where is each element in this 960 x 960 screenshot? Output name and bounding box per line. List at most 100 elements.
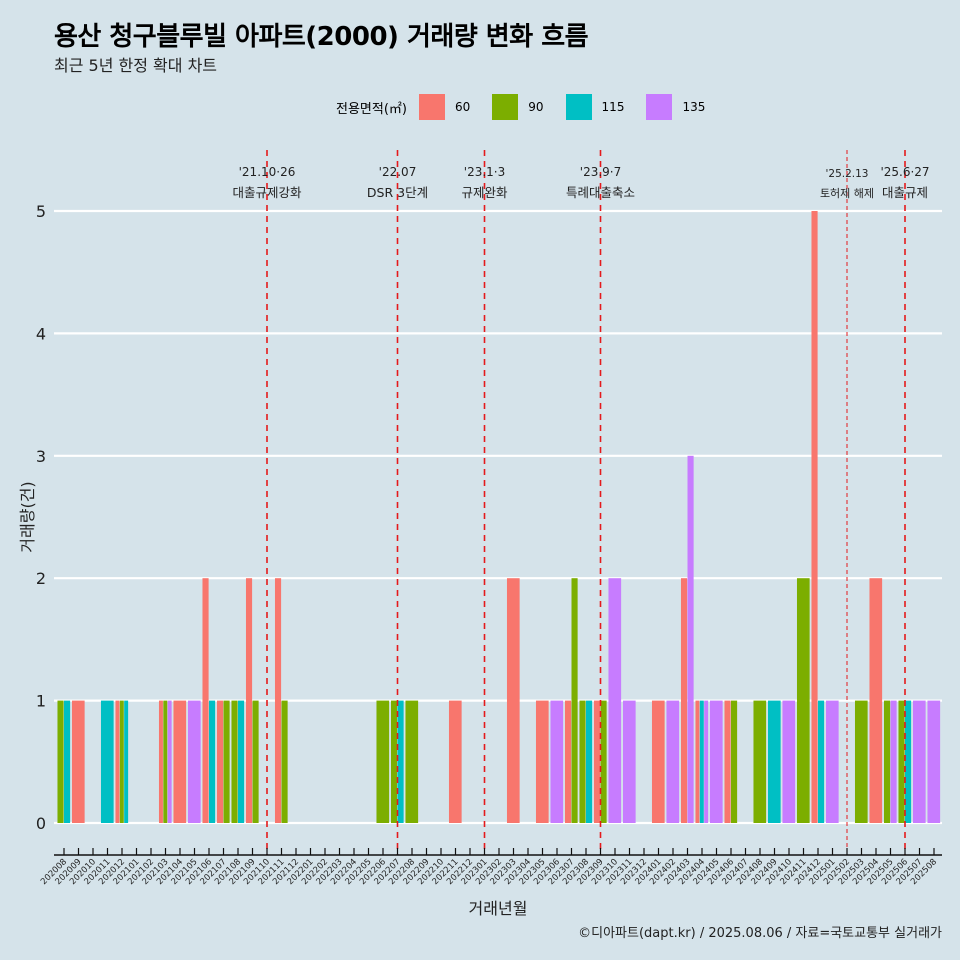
bar-202207-90 [390, 700, 398, 823]
bar-202401-60 [651, 700, 665, 823]
event-label: 대출규제 [882, 185, 928, 200]
legend: 전용면적(㎡) 60 90 115 135 [336, 92, 727, 122]
bar-202310-135 [608, 578, 622, 823]
bar-202412-60 [811, 211, 818, 823]
bar-202106-60 [202, 578, 209, 823]
y-tick-label: 0 [36, 814, 46, 833]
bar-202111-90 [281, 700, 288, 823]
bar-202008-90 [57, 700, 64, 823]
bar-202308-115 [586, 700, 593, 823]
bar-202307-60 [564, 700, 572, 823]
bar-202104-60 [173, 700, 187, 823]
bar-202108-90 [231, 700, 238, 823]
legend-key-90 [492, 94, 519, 120]
bar-202208-90 [405, 700, 419, 823]
event-date: '21.10·26 [239, 165, 296, 179]
legend-key-60 [418, 94, 445, 120]
legend-label-90: 90 [528, 100, 544, 114]
event-label: 특례대출축소 [566, 185, 635, 200]
bar-202009-60 [71, 700, 85, 823]
bar-202411-90 [796, 578, 810, 823]
bar-202408-90 [753, 700, 767, 823]
bars [57, 211, 941, 823]
y-axis: 0 1 2 3 4 5 [36, 202, 46, 833]
bar-202305-60 [535, 700, 549, 823]
bar-202406-60 [724, 700, 731, 823]
bar-202111-60 [274, 578, 282, 823]
bar-202508-135 [927, 700, 941, 823]
bar-202410-135 [782, 700, 796, 823]
chart-title: 용산 청구블루빌 아파트(2000) 거래량 변화 흐름 [54, 22, 589, 52]
event-label: DSR 3단계 [367, 185, 428, 200]
bar-202012-115 [124, 700, 129, 823]
legend-label-115: 115 [601, 100, 625, 114]
event-label: 규제완화 [461, 185, 508, 200]
event-date: '25.2.13 [826, 168, 869, 180]
bar-202403-60 [680, 578, 688, 823]
source-caption: ©디아파트(dapt.kr) / 2025.08.06 / 자료=국토교통부 실… [578, 926, 942, 941]
bar-202011-115 [100, 700, 114, 823]
bar-202404-135 [704, 700, 709, 823]
bar-202008-115 [64, 700, 71, 823]
chart-subtitle: 최근 5년 한정 확대 차트 [54, 56, 218, 75]
bar-202504-60 [869, 578, 883, 823]
bar-202404-115 [699, 700, 704, 823]
legend-key-135 [646, 94, 673, 120]
bar-202507-135 [912, 700, 926, 823]
x-axis: 2020082020092020102020112020122021012021… [39, 848, 942, 887]
y-tick-label: 4 [36, 324, 46, 343]
y-tick-label: 5 [36, 202, 46, 221]
bar-202307-90 [571, 578, 578, 823]
y-tick-label: 1 [36, 692, 46, 711]
bar-202505-90 [883, 700, 891, 823]
bar-202308-90 [579, 700, 586, 823]
event-date: '23.1·3 [464, 165, 505, 179]
bar-202012-60 [115, 700, 120, 823]
event-label: 토허제 해제 [820, 186, 874, 200]
bar-202107-90 [223, 700, 230, 823]
bar-202106-115 [209, 700, 216, 823]
bar-202206-90 [376, 700, 390, 823]
bar-202506-115 [905, 700, 912, 823]
bar-202103-60 [158, 700, 163, 823]
bar-202404-60 [695, 700, 700, 823]
event-label: 대출규제강화 [232, 185, 302, 200]
bar-202103-90 [163, 700, 168, 823]
x-axis-title: 거래년월 [469, 899, 528, 918]
bar-202107-60 [216, 700, 224, 823]
bar-202503-90 [854, 700, 868, 823]
event-date: '22.07 [379, 165, 417, 179]
bar-202311-135 [622, 700, 636, 823]
bar-202406-90 [731, 700, 738, 823]
bar-202108-115 [238, 700, 245, 823]
y-axis-title: 거래량(건) [18, 481, 37, 552]
bar-202402-135 [666, 700, 680, 823]
bar-202403-135 [687, 455, 694, 823]
bar-202309-60 [593, 700, 601, 823]
legend-label-60: 60 [454, 100, 471, 114]
event-date: '25.6·27 [880, 165, 929, 179]
bar-202405-135 [709, 700, 723, 823]
bar-202105-135 [187, 700, 201, 823]
bar-202506-90 [898, 700, 905, 823]
bar-202012-90 [119, 700, 124, 823]
bar-202412-115 [818, 700, 825, 823]
bar-202501-135 [825, 700, 839, 823]
legend-label-135: 135 [682, 100, 706, 114]
bar-202409-115 [767, 700, 781, 823]
y-tick-label: 2 [36, 569, 46, 588]
bar-202103-135 [167, 700, 172, 823]
bar-202207-115 [397, 700, 404, 823]
legend-key-115 [565, 94, 592, 120]
bar-202306-135 [550, 700, 564, 823]
bar-202211-60 [448, 700, 462, 823]
annotations: '21.10·26 대출규제강화 '22.07 DSR 3단계 '23.1·3 규제완화 '… [232, 150, 930, 855]
bar-202109-60 [245, 578, 253, 823]
y-tick-label: 3 [36, 447, 46, 466]
bar-202109-90 [252, 700, 259, 823]
bar-202309-90 [600, 700, 607, 823]
bar-202505-135 [890, 700, 897, 823]
bar-202303-60 [506, 578, 520, 823]
legend-title: 전용면적(㎡) [336, 101, 407, 117]
